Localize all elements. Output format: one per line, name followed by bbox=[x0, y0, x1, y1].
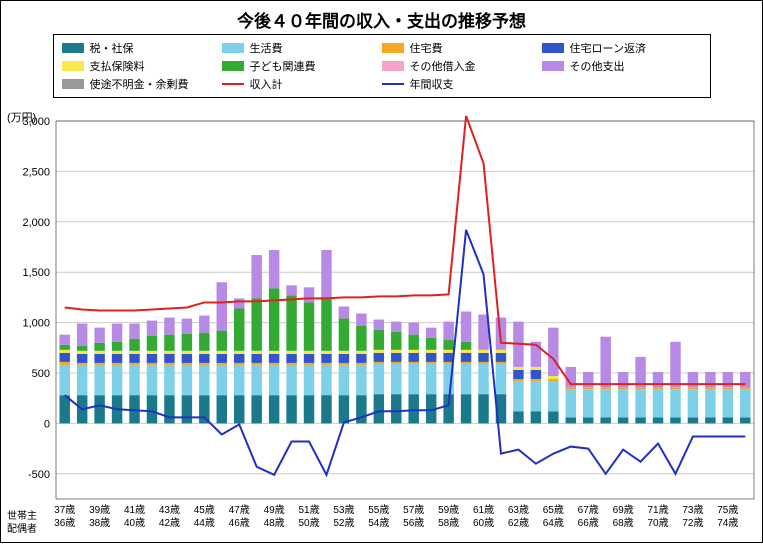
svg-text:2,500: 2,500 bbox=[22, 166, 50, 178]
svg-text:66歳: 66歳 bbox=[578, 517, 599, 529]
svg-text:55歳: 55歳 bbox=[368, 504, 389, 516]
svg-text:39歳: 39歳 bbox=[89, 504, 110, 516]
svg-text:43歳: 43歳 bbox=[159, 504, 180, 516]
svg-text:61歳: 61歳 bbox=[473, 504, 494, 516]
svg-text:1,500: 1,500 bbox=[22, 267, 50, 279]
svg-text:59歳: 59歳 bbox=[438, 504, 459, 516]
svg-text:1,000: 1,000 bbox=[22, 318, 50, 330]
svg-text:70歳: 70歳 bbox=[647, 517, 668, 529]
x-axis-person-labels: 世帯主 配偶者 bbox=[7, 510, 37, 536]
svg-text:52歳: 52歳 bbox=[333, 517, 354, 529]
svg-text:53歳: 53歳 bbox=[333, 504, 354, 516]
svg-text:69歳: 69歳 bbox=[613, 504, 634, 516]
svg-text:50歳: 50歳 bbox=[298, 517, 319, 529]
svg-text:41歳: 41歳 bbox=[124, 504, 145, 516]
svg-text:3,000: 3,000 bbox=[22, 116, 50, 128]
svg-text:49歳: 49歳 bbox=[264, 504, 285, 516]
svg-text:500: 500 bbox=[32, 368, 50, 380]
axis-label-head: 世帯主 bbox=[7, 511, 37, 522]
svg-text:56歳: 56歳 bbox=[403, 517, 424, 529]
svg-text:37歳: 37歳 bbox=[54, 504, 75, 516]
svg-text:73歳: 73歳 bbox=[682, 504, 703, 516]
svg-text:38歳: 38歳 bbox=[89, 517, 110, 529]
svg-text:54歳: 54歳 bbox=[368, 517, 389, 529]
axis-label-spouse: 配偶者 bbox=[7, 524, 37, 535]
svg-text:40歳: 40歳 bbox=[124, 517, 145, 529]
svg-text:75歳: 75歳 bbox=[717, 504, 738, 516]
svg-text:42歳: 42歳 bbox=[159, 517, 180, 529]
svg-text:51歳: 51歳 bbox=[298, 504, 319, 516]
svg-text:48歳: 48歳 bbox=[264, 517, 285, 529]
svg-text:44歳: 44歳 bbox=[194, 517, 215, 529]
svg-text:-500: -500 bbox=[28, 469, 50, 481]
chart-frame: 今後４０年間の収入・支出の推移予想 税・社保生活費住宅費住宅ローン返済支払保険料… bbox=[0, 0, 763, 543]
svg-text:57歳: 57歳 bbox=[403, 504, 424, 516]
svg-text:68歳: 68歳 bbox=[613, 517, 634, 529]
svg-text:60歳: 60歳 bbox=[473, 517, 494, 529]
svg-text:74歳: 74歳 bbox=[717, 517, 738, 529]
svg-text:62歳: 62歳 bbox=[508, 517, 529, 529]
svg-text:71歳: 71歳 bbox=[647, 504, 668, 516]
svg-text:45歳: 45歳 bbox=[194, 504, 215, 516]
chart-plot: -500 0 500 1,000 1,500 2,000 2,500 3,000 37歳36歳 3… bbox=[1, 1, 763, 544]
svg-text:63歳: 63歳 bbox=[508, 504, 529, 516]
svg-text:47歳: 47歳 bbox=[229, 504, 250, 516]
svg-text:64歳: 64歳 bbox=[543, 517, 564, 529]
svg-text:2,000: 2,000 bbox=[22, 217, 50, 229]
svg-text:36歳: 36歳 bbox=[54, 517, 75, 529]
svg-text:72歳: 72歳 bbox=[682, 517, 703, 529]
svg-text:58歳: 58歳 bbox=[438, 517, 459, 529]
svg-text:0: 0 bbox=[44, 418, 50, 430]
svg-text:46歳: 46歳 bbox=[229, 517, 250, 529]
svg-text:67歳: 67歳 bbox=[578, 504, 599, 516]
svg-text:65歳: 65歳 bbox=[543, 504, 564, 516]
